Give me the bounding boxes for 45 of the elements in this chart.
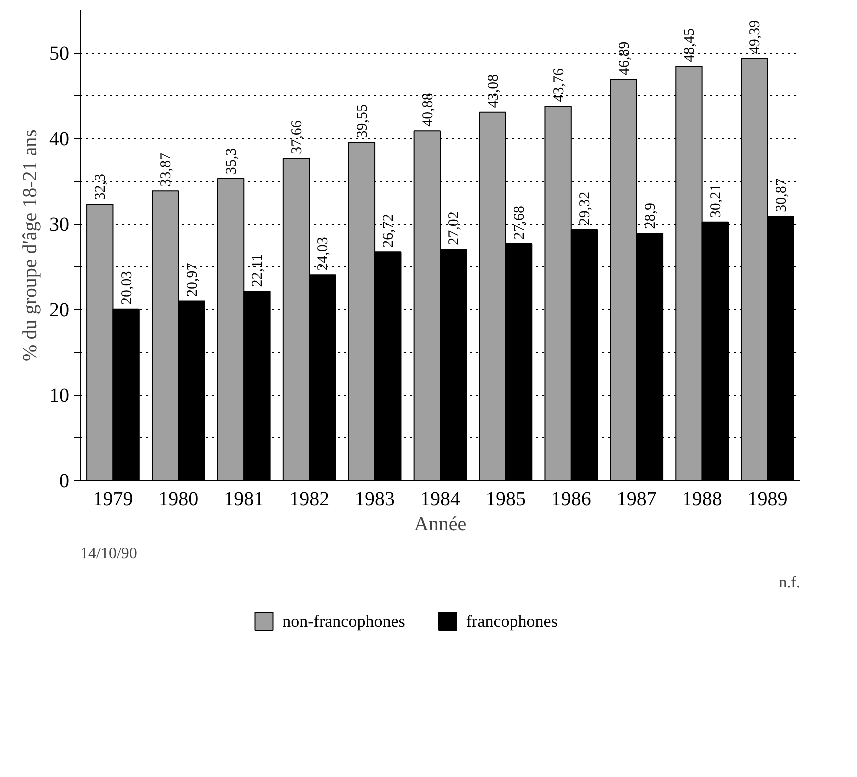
x-axis-title: Année — [414, 514, 467, 536]
data-label: 33,87 — [158, 152, 175, 187]
data-label: 20,03 — [119, 271, 136, 306]
y-tick-label: 30 — [50, 214, 70, 236]
data-label: 24,03 — [316, 237, 332, 271]
data-label: 43,76 — [551, 68, 568, 102]
x-tick-label: 1988 — [682, 488, 722, 510]
x-tick-label: 1987 — [616, 488, 657, 510]
y-tick-label: 0 — [60, 470, 70, 492]
x-tick-label: 1982 — [290, 488, 330, 510]
data-label: 27,68 — [512, 206, 528, 240]
data-label: 30,21 — [708, 184, 724, 218]
x-tick-label: 1980 — [158, 488, 199, 510]
x-tick-label: 1985 — [486, 488, 526, 510]
data-label: 28,9 — [642, 203, 659, 230]
data-label: 40,88 — [420, 93, 436, 127]
data-label: 29,32 — [578, 192, 594, 226]
x-tick-label: 1979 — [93, 488, 134, 510]
data-label: 49,39 — [748, 20, 764, 54]
data-label: 27,02 — [446, 212, 463, 246]
y-axis-title: % du groupe d'âge 18-21 ans — [20, 129, 42, 362]
x-tick-label: 1984 — [420, 488, 460, 510]
x-tick-label: 1986 — [551, 488, 592, 510]
text: n.f. — [779, 574, 800, 592]
y-tick-label: 20 — [50, 300, 70, 322]
x-tick-label: 1983 — [355, 488, 396, 510]
data-label: 48,45 — [682, 28, 698, 62]
legend-label: non-francophones — [282, 612, 406, 631]
x-tick-label: 1989 — [748, 488, 788, 510]
y-tick-label: 40 — [50, 128, 70, 151]
data-label: 43,08 — [486, 74, 502, 108]
text: 14/10/90 — [80, 546, 138, 562]
data-label: 26,72 — [381, 214, 398, 248]
data-label: 46,89 — [616, 42, 633, 76]
data-label: 32,3 — [93, 174, 110, 200]
y-tick-label: 10 — [50, 385, 70, 408]
x-tick-label: 1981 — [224, 488, 264, 510]
data-label: 39,55 — [354, 104, 371, 138]
data-label: 35,3 — [224, 148, 240, 175]
data-label: 37,66 — [290, 120, 306, 154]
legend-label: francophones — [466, 612, 558, 631]
data-label: 30,87 — [774, 178, 790, 212]
data-label: 20,97 — [184, 262, 201, 298]
y-tick-label: 50 — [50, 43, 70, 66]
data-label: 22,11 — [250, 254, 266, 288]
